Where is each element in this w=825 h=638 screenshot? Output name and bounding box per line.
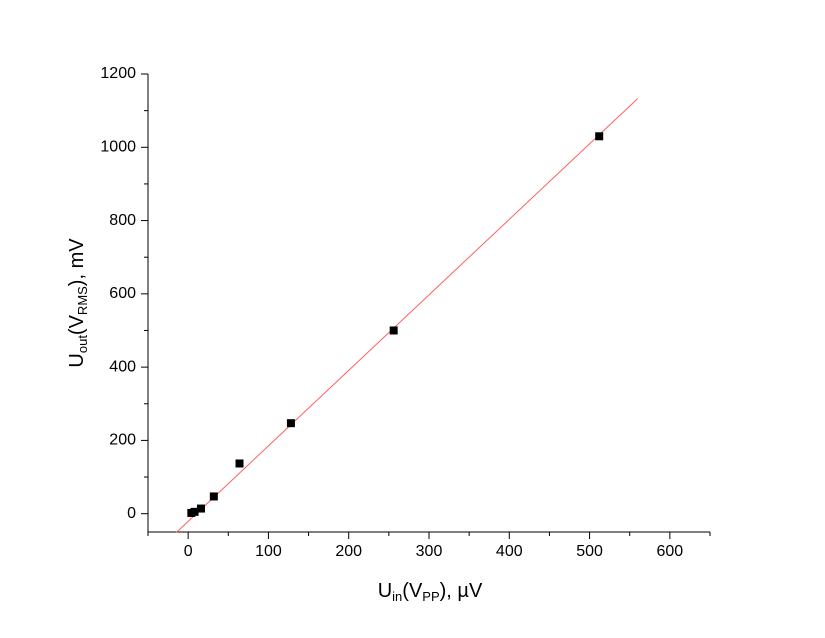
y-tick-label: 1000: [100, 138, 136, 155]
y-label-sub: out: [75, 335, 90, 353]
y-label-part: (V: [66, 314, 88, 335]
x-tick-label: 600: [657, 543, 684, 560]
y-tick-label: 600: [109, 285, 136, 302]
x-tick-label: 400: [496, 543, 523, 560]
x-tick-label: 500: [576, 543, 603, 560]
x-tick-label: 300: [416, 543, 443, 560]
y-label-part: U: [66, 353, 88, 367]
x-axis-label: Uin(VPP), µV: [378, 580, 483, 604]
data-point: [286, 419, 295, 428]
x-label-sub: in: [392, 589, 402, 604]
x-tick-label: 0: [184, 543, 193, 560]
y-tick-label: 1200: [100, 65, 136, 82]
data-point: [190, 507, 199, 516]
data-point: [389, 326, 398, 335]
x-label-sub: PP: [422, 589, 439, 604]
data-point: [196, 504, 205, 513]
y-axis-label: Uout(VRMS), mV: [66, 238, 90, 368]
x-label-part: (V: [402, 580, 423, 602]
x-tick-label: 100: [255, 543, 282, 560]
data-point: [209, 492, 218, 501]
x-label-part: U: [378, 580, 392, 602]
y-tick-label: 0: [127, 505, 136, 522]
y-tick-label: 200: [109, 432, 136, 449]
data-point: [595, 132, 604, 141]
fit-line: [175, 98, 639, 534]
y-tick-label: 800: [109, 212, 136, 229]
x-tick-label: 200: [335, 543, 362, 560]
data-point: [235, 459, 244, 468]
y-label-part: ), mV: [66, 238, 88, 286]
y-label-sub: RMS: [75, 286, 90, 315]
y-tick-label: 400: [109, 358, 136, 375]
x-label-part: ), µV: [440, 580, 483, 602]
